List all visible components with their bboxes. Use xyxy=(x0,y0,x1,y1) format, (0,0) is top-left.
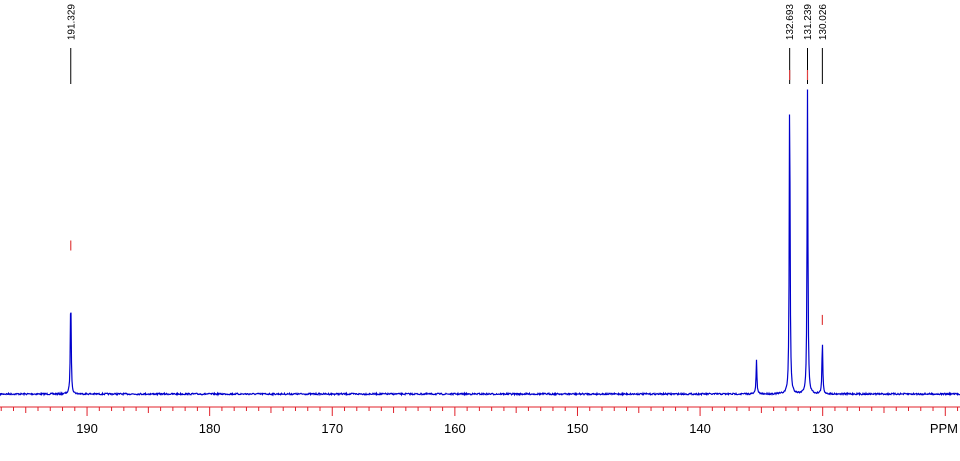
x-tick-label-160: 160 xyxy=(444,421,466,436)
x-tick-label-140: 140 xyxy=(689,421,711,436)
peak-label-lines xyxy=(70,48,823,84)
integral-markers xyxy=(70,70,823,325)
x-tick-label-170: 170 xyxy=(321,421,343,436)
x-axis-unit-label: PPM xyxy=(930,421,958,436)
x-tick-label-150: 150 xyxy=(567,421,589,436)
x-axis-tick-labels: 190 180 170 160 150 140 130 xyxy=(76,421,833,436)
x-tick-label-130: 130 xyxy=(812,421,834,436)
peak-label-132.693: 132.693 xyxy=(785,4,796,41)
peak-label-130.026: 130.026 xyxy=(818,4,829,41)
x-tick-label-180: 180 xyxy=(199,421,221,436)
x-axis-ticks xyxy=(0,407,959,416)
peak-label-131.239: 131.239 xyxy=(803,4,814,41)
x-tick-label-190: 190 xyxy=(76,421,98,436)
peak-label-191.329: 191.329 xyxy=(66,4,77,41)
spectrum-trace xyxy=(0,89,960,397)
peak-labels: 191.329 132.693 131.239 130.026 xyxy=(66,4,829,41)
